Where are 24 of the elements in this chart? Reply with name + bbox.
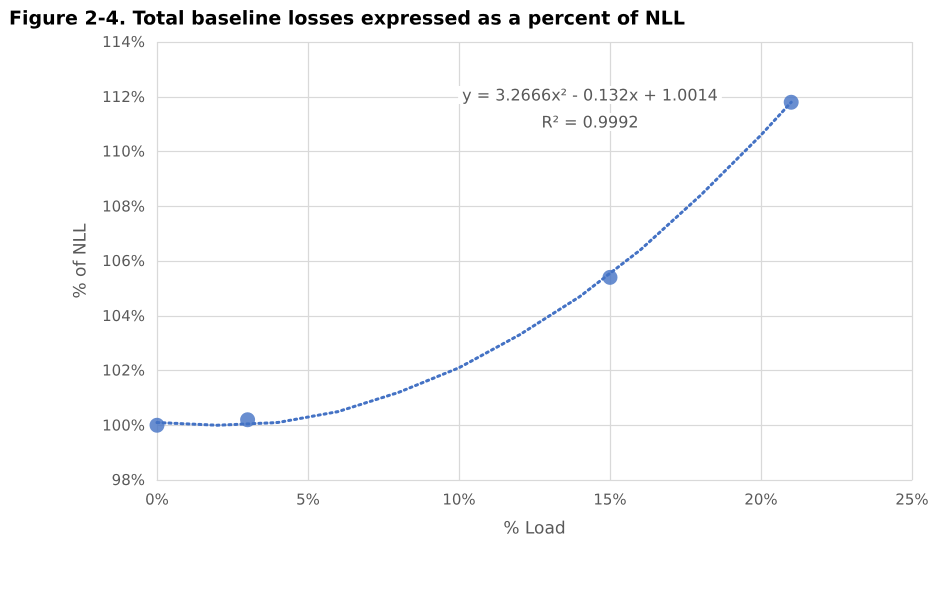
x-tick-label: 5%	[296, 490, 320, 508]
point	[602, 270, 618, 285]
y-tick-label: 104%	[102, 306, 145, 325]
annotation: y = 3.2666x² - 0.132x + 1.0014	[462, 86, 718, 104]
x-tick-label: 20%	[744, 490, 778, 508]
y-tick-label: 106%	[102, 252, 145, 270]
point	[784, 94, 799, 110]
x-tick-label: 25%	[895, 490, 929, 508]
x-tick-label: 0%	[145, 490, 169, 508]
y-tick-label: 98%	[112, 471, 145, 489]
annotation: R² = 0.9992	[541, 112, 639, 132]
point	[150, 418, 164, 433]
y-tick-label: 108%	[102, 197, 145, 216]
x-tick-label: 10%	[442, 490, 476, 508]
y-tick-label: 110%	[102, 142, 145, 160]
y-tick-label: 102%	[102, 362, 145, 380]
point	[240, 412, 256, 428]
y-tick-label: 100%	[102, 416, 145, 434]
chart-title: Figure 2-4. Total baseline losses expressed as a percent of NLL	[9, 8, 686, 30]
y-tick-label: 114%	[102, 33, 145, 51]
y-tick-label: 112%	[102, 88, 145, 106]
x-tick-label: 15%	[593, 490, 627, 508]
y-axis-title: % of NLL	[70, 222, 90, 299]
x-axis-title: % Load	[503, 518, 566, 538]
